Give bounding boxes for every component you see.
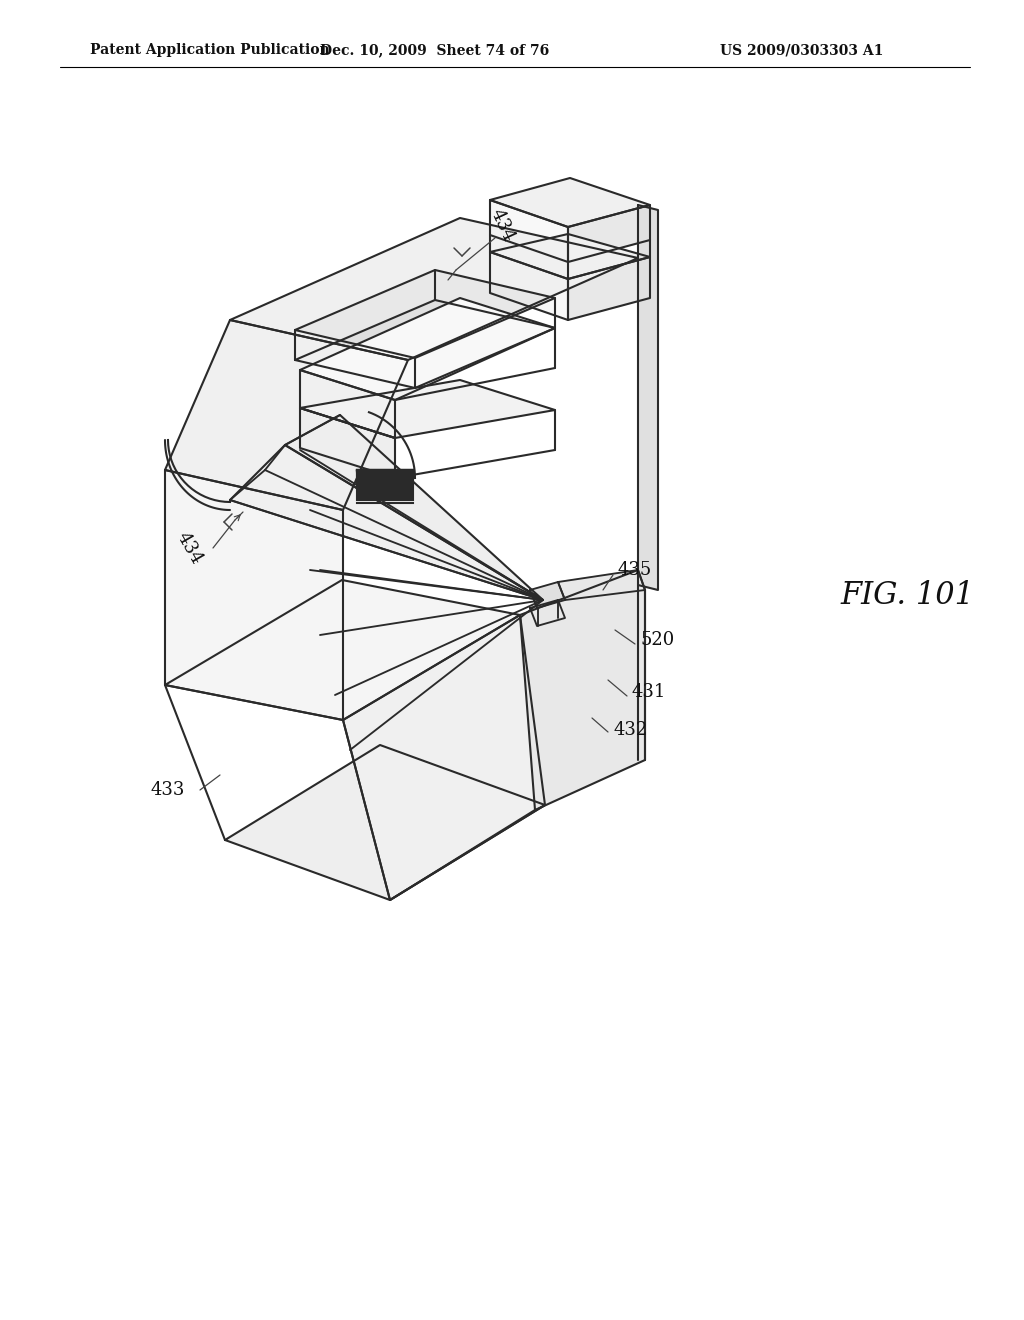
Polygon shape bbox=[295, 300, 555, 388]
Polygon shape bbox=[300, 370, 395, 438]
Polygon shape bbox=[490, 252, 568, 319]
Text: 434: 434 bbox=[486, 206, 517, 244]
Text: Dec. 10, 2009  Sheet 74 of 76: Dec. 10, 2009 Sheet 74 of 76 bbox=[321, 44, 550, 57]
Polygon shape bbox=[568, 257, 650, 319]
Polygon shape bbox=[530, 582, 565, 609]
Polygon shape bbox=[490, 201, 568, 261]
Text: 433: 433 bbox=[151, 781, 185, 799]
Polygon shape bbox=[285, 414, 543, 601]
Polygon shape bbox=[165, 470, 343, 719]
Polygon shape bbox=[520, 570, 645, 810]
Polygon shape bbox=[568, 205, 650, 261]
Polygon shape bbox=[530, 601, 565, 626]
Polygon shape bbox=[343, 615, 545, 900]
Text: FIG. 101: FIG. 101 bbox=[840, 579, 974, 610]
Text: 520: 520 bbox=[640, 631, 674, 649]
Text: 435: 435 bbox=[618, 561, 652, 579]
Polygon shape bbox=[230, 218, 638, 360]
Text: US 2009/0303303 A1: US 2009/0303303 A1 bbox=[720, 44, 884, 57]
Polygon shape bbox=[300, 408, 395, 478]
Text: 434: 434 bbox=[173, 529, 206, 568]
Polygon shape bbox=[165, 579, 520, 719]
Text: 432: 432 bbox=[614, 721, 648, 739]
Text: Patent Application Publication: Patent Application Publication bbox=[90, 44, 330, 57]
Polygon shape bbox=[300, 380, 555, 438]
Polygon shape bbox=[230, 445, 543, 601]
Polygon shape bbox=[638, 205, 658, 590]
Text: 431: 431 bbox=[632, 682, 667, 701]
Polygon shape bbox=[295, 271, 555, 358]
Polygon shape bbox=[300, 298, 555, 400]
Polygon shape bbox=[490, 178, 650, 227]
Polygon shape bbox=[558, 570, 645, 601]
Polygon shape bbox=[225, 744, 545, 900]
Polygon shape bbox=[490, 234, 650, 279]
Polygon shape bbox=[165, 319, 408, 510]
